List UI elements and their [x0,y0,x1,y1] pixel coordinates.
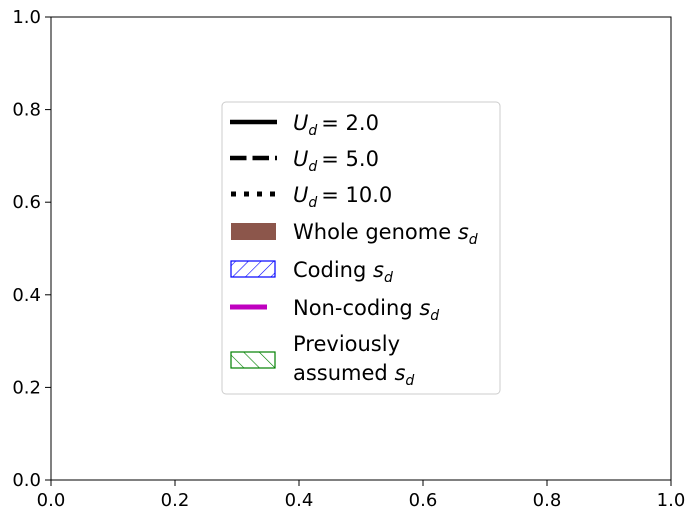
x-tick-label: 0.2 [161,490,190,511]
legend-label-noncoding: Non-coding sd [293,296,439,324]
x-tick-label: 0.6 [409,490,438,511]
x-tick-label: 0.0 [37,490,66,511]
legend: Ud = 2.0 Ud = 5.0 Ud = 10.0 Whole genome sd… [221,101,501,395]
legend-frame [221,101,501,395]
y-tick-label: 0.4 [12,285,41,306]
legend-label-previous-line1: Previously [293,332,400,356]
y-tick-label: 0.2 [12,377,41,398]
x-tick-label: 0.4 [285,490,314,511]
x-tick-label: 0.8 [533,490,562,511]
legend-label-ud-5: Ud = 5.0 [293,147,379,175]
legend-swatch-previous [230,351,276,369]
legend-label-whole-genome: Whole genome sd [293,220,478,248]
legend-swatch-whole-genome [231,223,276,240]
legend-swatch-coding [230,260,276,278]
x-axis-ticks: 0.0 0.2 0.4 0.6 0.8 1.0 [37,480,686,511]
y-tick-label: 1.0 [12,7,41,28]
legend-label-ud-2: Ud = 2.0 [293,111,379,139]
legend-label-ud-10: Ud = 10.0 [293,183,392,211]
x-tick-label: 1.0 [657,490,686,511]
legend-label-coding: Coding sd [293,258,393,286]
y-tick-label: 0.0 [12,470,41,491]
y-tick-label: 0.8 [12,100,41,121]
legend-label-previous-line2: assumed sd [293,361,414,389]
y-axis-ticks: 0.0 0.2 0.4 0.6 0.8 1.0 [12,7,51,491]
y-tick-label: 0.6 [12,192,41,213]
